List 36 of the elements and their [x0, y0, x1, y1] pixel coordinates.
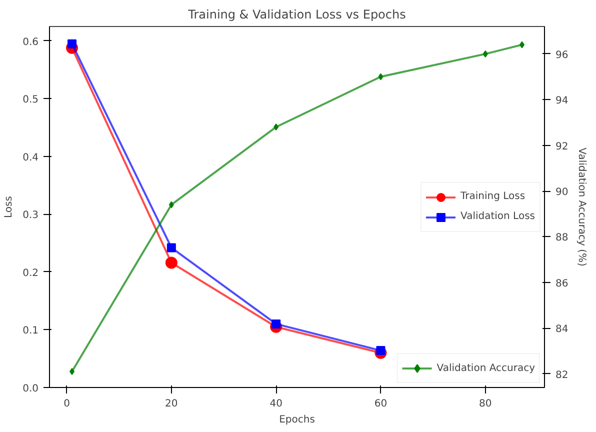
- legend-label: Validation Accuracy: [436, 362, 535, 374]
- y2-tick-label: 96: [556, 50, 568, 61]
- x-tick-label: 0: [64, 398, 70, 410]
- x-tick-label: 80: [479, 398, 492, 410]
- point: [272, 319, 281, 328]
- x-tick-label: 60: [374, 398, 388, 410]
- y2-tick-label: 92: [556, 141, 568, 152]
- legend-label: Validation Loss: [460, 211, 535, 222]
- y-tick-label: 0.5: [22, 94, 39, 106]
- point: [166, 243, 176, 252]
- chart-title: Training & Validation Loss vs Epochs: [187, 8, 406, 22]
- point: [68, 39, 76, 48]
- y2-axis-title: Validation Accuracy (%): [576, 148, 588, 266]
- x-tick-label: 40: [270, 398, 282, 410]
- point: [482, 50, 488, 58]
- point: [168, 201, 174, 208]
- y-tick-label: 0.4: [22, 152, 39, 164]
- y-axis-title: Loss: [4, 196, 15, 218]
- point: [378, 73, 384, 80]
- y-tick-label: 0.0: [22, 384, 39, 394]
- point: [165, 256, 178, 269]
- x-axis-title: Epochs: [279, 414, 315, 426]
- y-tick-label: 0.6: [22, 36, 39, 48]
- y2-tick-label: 90: [556, 187, 568, 198]
- y-tick-label: 0.3: [22, 210, 39, 222]
- y-tick-label: 0.2: [22, 268, 39, 279]
- y2-tick-label: 88: [556, 232, 568, 244]
- y-tick-label: 0.1: [22, 326, 39, 337]
- point: [376, 346, 386, 356]
- y2-tick-label: 84: [556, 324, 568, 336]
- point: [274, 124, 279, 131]
- y2-tick-label: 82: [556, 370, 568, 381]
- y2-tick-label: 86: [556, 278, 568, 290]
- x-tick-label: 20: [165, 398, 178, 410]
- legend-label: Training Loss: [460, 191, 526, 202]
- y2-tick-label: 94: [556, 96, 568, 107]
